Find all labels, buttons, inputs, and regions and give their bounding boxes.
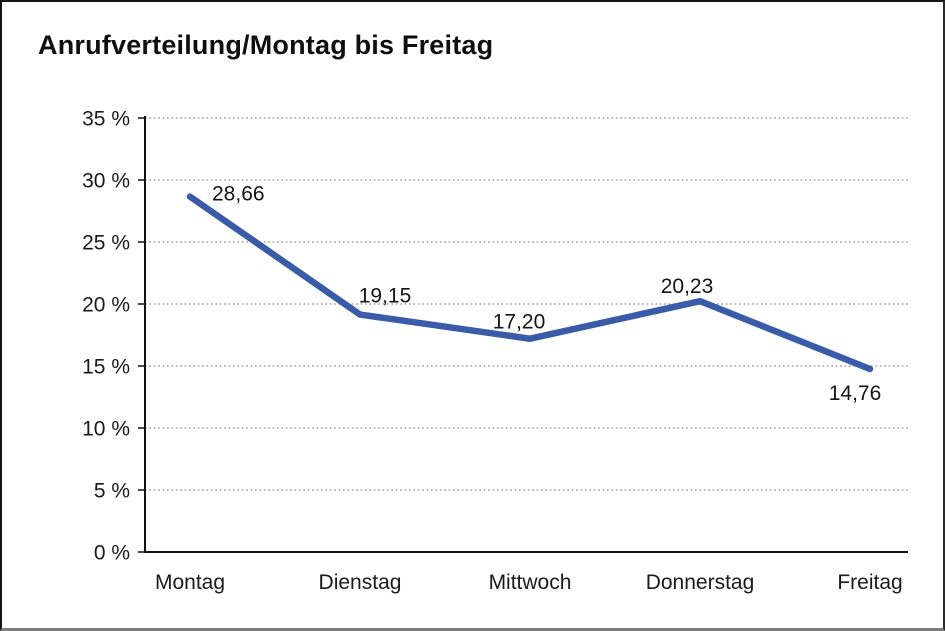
ytick-label: 20 % (82, 294, 130, 317)
chart-title: Anrufverteilung/Montag bis Freitag (38, 30, 494, 60)
point-label: 20,23 (661, 275, 714, 298)
point-label: 28,66 (212, 183, 265, 206)
xtick-label: Donnerstag (646, 571, 755, 594)
xtick-label: Mittwoch (489, 571, 572, 594)
xtick-label: Freitag (837, 571, 902, 594)
xtick-label: Dienstag (319, 571, 402, 594)
ytick-label: 30 % (82, 170, 130, 193)
point-label: 17,20 (493, 311, 546, 334)
ytick-label: 25 % (82, 232, 130, 255)
ytick-label: 35 % (82, 108, 130, 131)
ytick-label: 0 % (94, 542, 130, 565)
point-label: 19,15 (359, 285, 412, 308)
point-label: 14,76 (829, 382, 882, 405)
ytick-label: 5 % (94, 480, 130, 503)
ytick-label: 15 % (82, 356, 130, 379)
xtick-label: Montag (155, 571, 225, 594)
data-line (186, 193, 874, 373)
ytick-label: 10 % (82, 418, 130, 441)
